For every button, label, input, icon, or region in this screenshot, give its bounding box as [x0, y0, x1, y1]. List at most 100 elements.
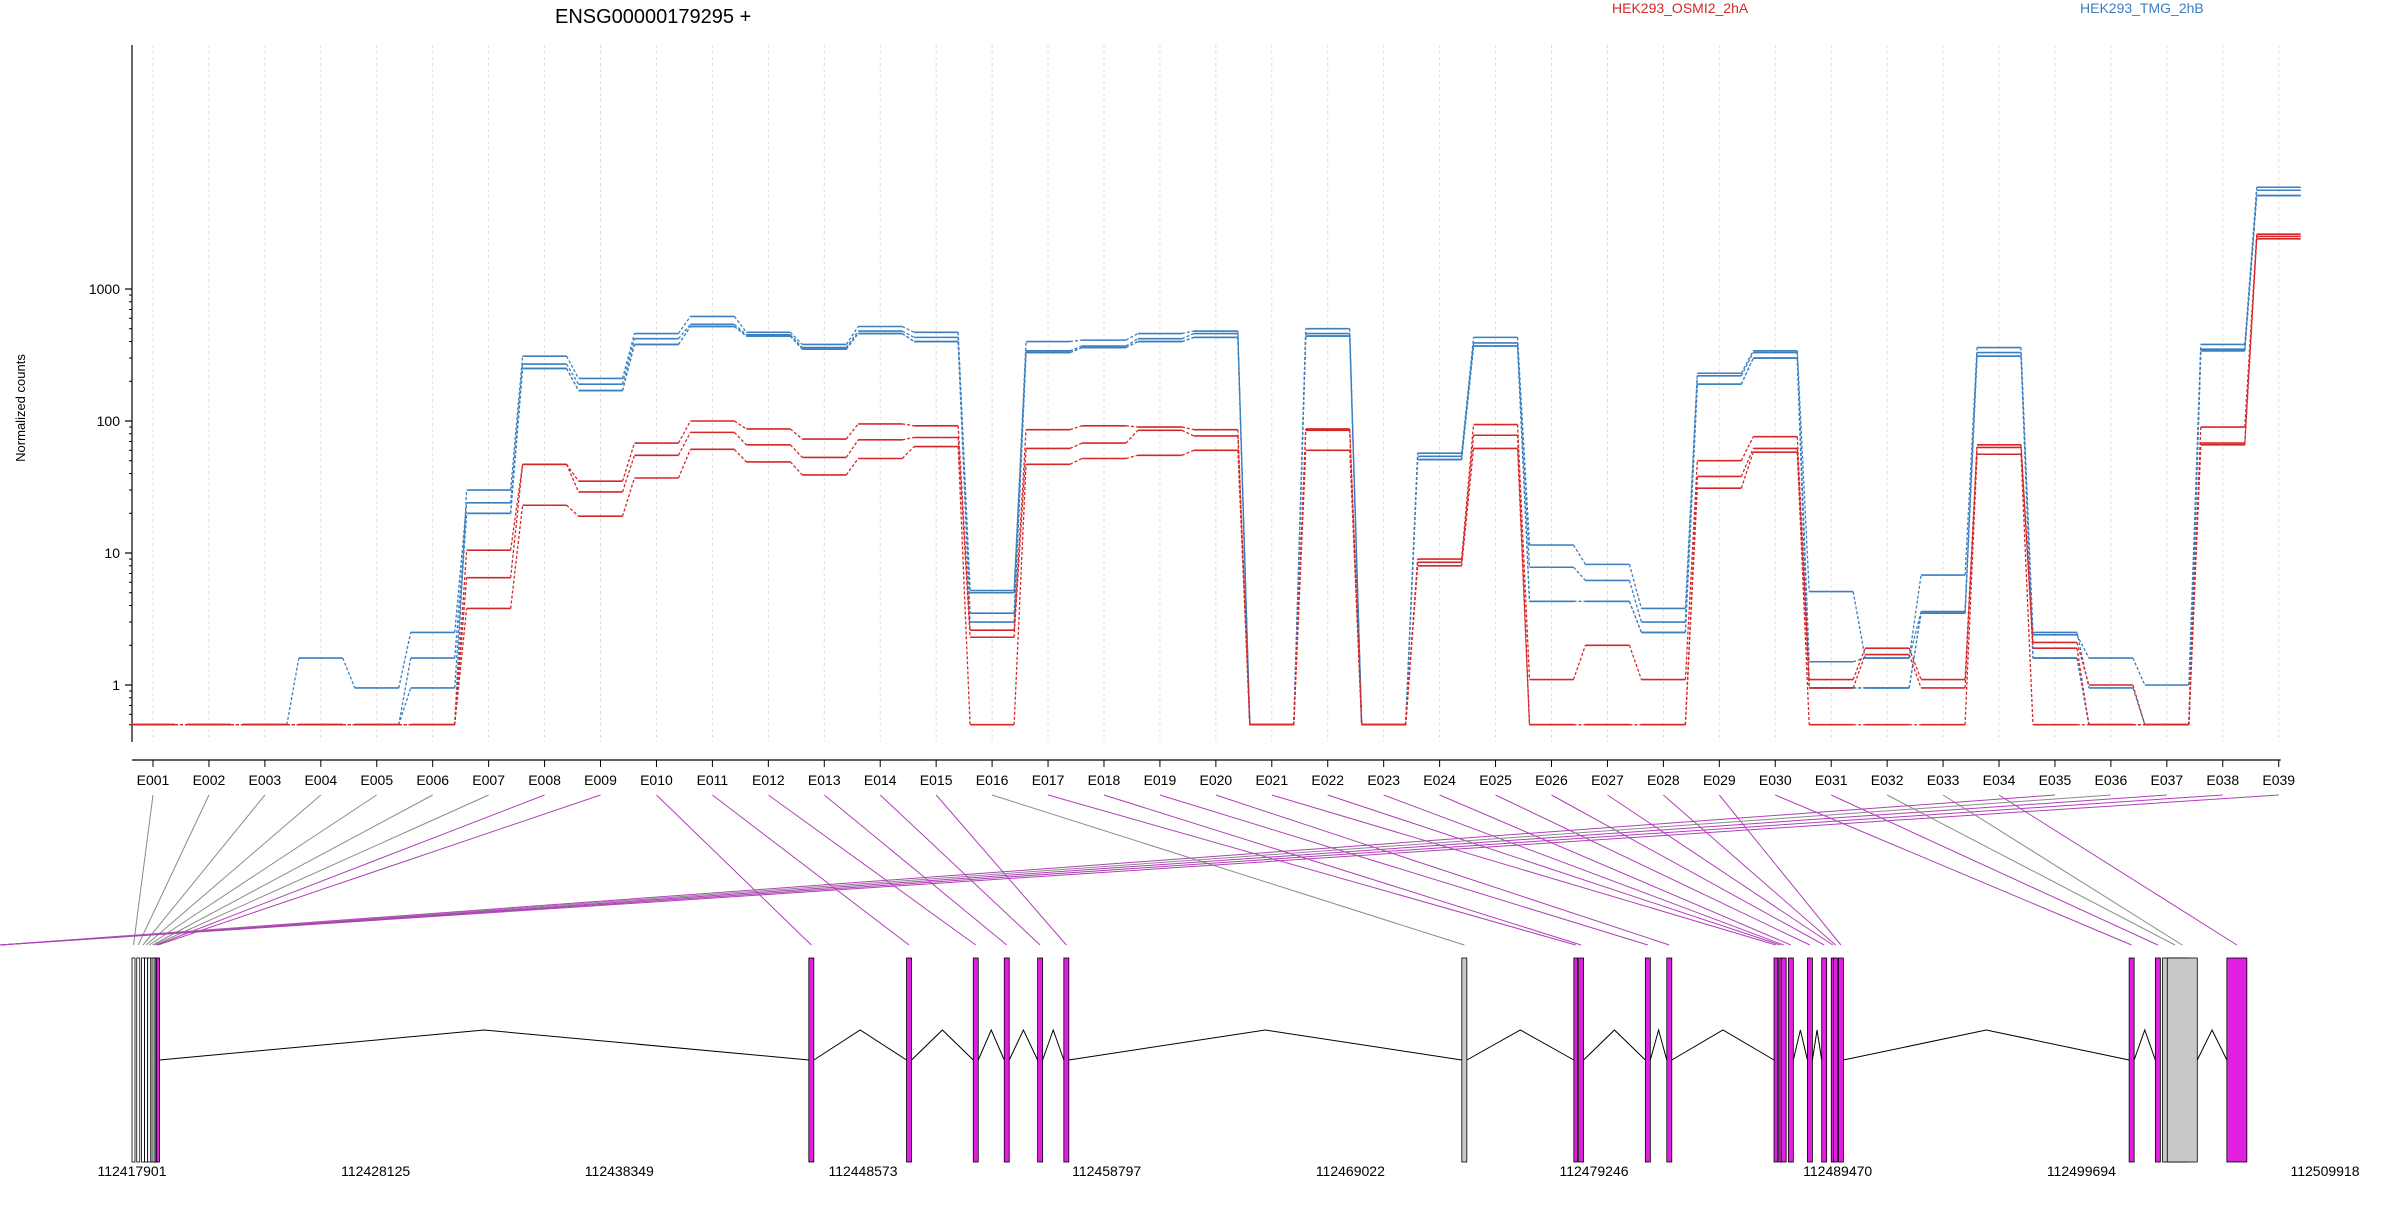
series-transition [2132, 657, 2146, 686]
exon-box-E011 [906, 957, 912, 1163]
series-transition [1852, 647, 1866, 680]
exon-connector [1271, 794, 1777, 946]
series-transition [454, 513, 468, 688]
intron-line [977, 1028, 1005, 1061]
series-transition [901, 332, 915, 343]
coordinate-label: 112469022 [1316, 1163, 1385, 1179]
y-tick-label: 1000 [89, 281, 120, 297]
exon-connector [1830, 794, 2159, 946]
exon-box-E018 [1578, 957, 1585, 1163]
series-transition [1125, 454, 1139, 460]
series-transition [2244, 236, 2258, 444]
exon-box-E001 [131, 957, 136, 1163]
series-transition [398, 632, 412, 689]
exon-box-E002 [136, 957, 141, 1163]
series-transition [1740, 350, 1754, 374]
series-transition [509, 464, 524, 551]
x-tick-label: E026 [1535, 772, 1568, 788]
series-transition [1460, 345, 1475, 460]
exon-connector [142, 794, 266, 946]
exon-connector [879, 794, 1041, 946]
x-tick-label: E024 [1423, 772, 1456, 788]
series-transition [454, 577, 468, 725]
series-transition [957, 446, 971, 725]
series-transition [789, 331, 803, 345]
x-axis: E001 E002 E003 E004 E005 E006 E007 E008 E009 E010… [132, 759, 2295, 788]
intron-line [1583, 1029, 1646, 1061]
series-transition [621, 442, 636, 482]
exon-connector [1998, 794, 2238, 946]
series-transition [677, 420, 691, 444]
series-transition [398, 657, 412, 725]
exon-box-E019 [1644, 957, 1651, 1163]
series-transition [566, 363, 580, 385]
series-transition [789, 334, 803, 349]
series-transition [1516, 424, 1531, 680]
series-transition [2188, 344, 2202, 686]
series-transition [621, 338, 636, 385]
exon-box-E013 [1003, 957, 1010, 1163]
x-tick-label: E030 [1759, 772, 1792, 788]
intron-line [1811, 1029, 1823, 1061]
exon-connector [1159, 794, 1648, 946]
series-transition [2188, 444, 2202, 725]
exon-box-E028 [1833, 957, 1838, 1163]
exon-connector [156, 794, 545, 946]
series-transition [789, 335, 803, 350]
exon-box-E017 [1573, 957, 1579, 1163]
x-tick-label: E036 [2095, 772, 2128, 788]
intron-line [2133, 1028, 2156, 1061]
exon-box-E020 [1666, 957, 1673, 1163]
exon-box-E026 [1821, 957, 1828, 1163]
exon-box-E014 [1037, 957, 1044, 1163]
exon-gridlines [152, 45, 2280, 742]
x-tick-label: E017 [1032, 772, 1065, 788]
series-transition [734, 420, 747, 430]
x-tick-label: E012 [752, 772, 785, 788]
series-transition [1908, 611, 1922, 659]
x-tick-label: E022 [1311, 772, 1344, 788]
exon-connector [154, 794, 489, 946]
series-transition [789, 444, 803, 458]
series-transition [1796, 452, 1810, 725]
exon-connector [656, 794, 812, 946]
series-transition [789, 461, 803, 476]
series-transition [1125, 340, 1139, 349]
coordinate-label: 112438349 [585, 1163, 654, 1179]
series-transition [901, 446, 915, 459]
x-tick-label: E005 [360, 772, 393, 788]
exon-connector [0, 794, 2279, 946]
series-transition [2244, 190, 2258, 350]
exon-connector [0, 794, 2111, 946]
exon-connector [1775, 794, 2132, 946]
series-transition [901, 330, 915, 338]
series-transition [1460, 448, 1475, 566]
series-transition [454, 608, 468, 725]
series-transition [286, 657, 300, 725]
series-transition [2076, 642, 2090, 686]
legend: HEK293_OSMI2_2hA HEK293_TMG_2hB [1612, 0, 2204, 16]
series-transition [1181, 426, 1194, 431]
chart-title: ENSG00000179295 + [555, 6, 751, 28]
series-transition [1181, 330, 1194, 335]
coordinate-label: 112417901 [97, 1163, 166, 1179]
x-tick-label: E034 [1983, 772, 2016, 788]
series-transition [1740, 352, 1754, 377]
intron-line [1068, 1029, 1462, 1061]
series-transition [621, 455, 636, 493]
series-transition [1460, 435, 1475, 563]
series-transition [1069, 346, 1083, 354]
series-transition [621, 477, 636, 517]
coordinate-label: 112509918 [2290, 1163, 2359, 1179]
series-transition [1181, 429, 1195, 437]
intron-line [813, 1029, 907, 1061]
series-transition [1684, 488, 1698, 725]
x-tick-label: E015 [920, 772, 953, 788]
series-transition [677, 326, 691, 345]
series-transition [454, 502, 468, 633]
exon-connector [1383, 794, 1784, 946]
series-transition [2076, 648, 2090, 725]
x-tick-label: E021 [1255, 772, 1288, 788]
exon-connector [768, 794, 977, 946]
